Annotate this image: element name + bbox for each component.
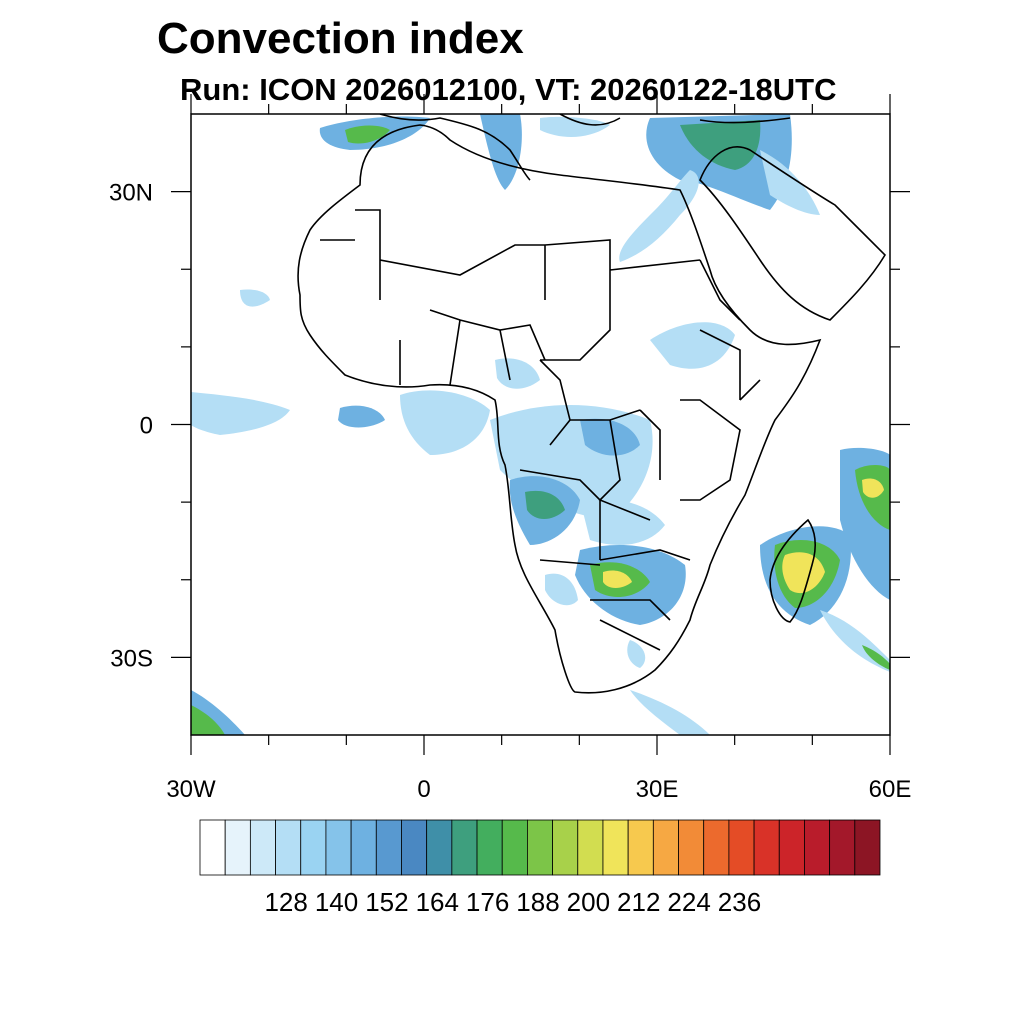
colorbar-swatch xyxy=(778,819,805,876)
field-italy xyxy=(480,114,522,190)
coastline xyxy=(297,114,887,694)
colorbar-swatch xyxy=(854,819,881,876)
colorbar-label: 200 xyxy=(567,887,610,917)
colorbar-swatch xyxy=(804,819,831,876)
colorbar-swatch xyxy=(350,819,377,876)
colorbar-label: 224 xyxy=(667,887,710,917)
field-angola-core xyxy=(525,490,565,519)
colorbar-swatch xyxy=(678,819,705,876)
lon-tick-label: 30W xyxy=(166,776,216,803)
colorbar-swatch xyxy=(300,819,327,876)
colorbar-swatch xyxy=(451,819,478,876)
field-botswana-peak xyxy=(603,570,632,588)
colorbar-swatch xyxy=(602,819,629,876)
lat-tick-label: 0 xyxy=(140,413,153,440)
axis-labels: 30W 0 30E 60E 30N 0 30S xyxy=(109,180,911,803)
colorbar-swatch xyxy=(728,819,755,876)
field-congo-core xyxy=(580,418,640,456)
field-west-sahara-band xyxy=(240,289,270,307)
europe-coastline xyxy=(379,114,791,181)
field-south-atlantic-corner-core xyxy=(191,705,225,735)
field-indian-ocean-plume-green xyxy=(862,645,890,670)
colorbar-swatch xyxy=(527,819,553,876)
colorbar-swatch xyxy=(325,819,352,876)
colorbar-swatch xyxy=(501,819,528,876)
colorbar xyxy=(199,819,881,876)
colorbar-swatch xyxy=(249,819,276,876)
field-equatorial-atlantic-west xyxy=(191,392,290,435)
field-south-africa-east xyxy=(627,640,646,668)
colorbar-swatch xyxy=(375,819,402,876)
field-madagascar-yellow xyxy=(782,552,825,594)
lon-tick-label: 0 xyxy=(417,776,430,803)
plot-subtitle: Run: ICON 2026012100, VT: 20260122-18UTC xyxy=(180,72,837,107)
field-southern-ocean-band xyxy=(630,690,710,735)
colorbar-label: 164 xyxy=(416,887,459,917)
convection-field xyxy=(191,114,890,735)
arabia-coastline xyxy=(699,146,887,321)
colorbar-swatch xyxy=(401,819,428,876)
madagascar-coastline xyxy=(769,518,817,623)
field-indian-ocean-east-peak xyxy=(862,478,884,498)
field-equatorial-atlantic-center xyxy=(338,405,385,428)
colorbar-swatch xyxy=(577,819,604,876)
colorbar-label: 188 xyxy=(516,887,559,917)
field-namibia-edge xyxy=(545,573,578,606)
colorbar-labels: 128 140 152 164 176 188 200 212 224 236 xyxy=(264,887,761,917)
field-red-sea-band xyxy=(619,170,699,262)
colorbar-swatch xyxy=(476,819,503,876)
colorbar-swatch xyxy=(426,819,453,876)
field-libya xyxy=(540,116,610,137)
field-zambia xyxy=(580,498,665,545)
colorbar-label: 152 xyxy=(365,887,408,917)
lon-tick-label: 60E xyxy=(869,776,912,803)
colorbar-label: 176 xyxy=(466,887,509,917)
lat-tick-label: 30N xyxy=(109,180,153,207)
colorbar-swatch xyxy=(552,819,579,876)
field-north-mediterranean-core xyxy=(345,125,390,144)
axis-ticks xyxy=(171,94,910,755)
colorbar-label: 212 xyxy=(617,887,660,917)
border-lines xyxy=(320,209,761,651)
field-ethiopia xyxy=(650,322,735,369)
colorbar-swatch xyxy=(275,819,302,876)
colorbar-label: 128 xyxy=(264,887,307,917)
colorbar-swatch xyxy=(753,819,780,876)
colorbar-label: 236 xyxy=(718,887,761,917)
field-gulf-of-guinea xyxy=(400,390,490,455)
field-nigeria-cameroon xyxy=(495,358,540,389)
lat-tick-label: 30S xyxy=(110,645,153,672)
colorbar-swatch xyxy=(829,819,856,876)
colorbar-swatch xyxy=(199,819,226,876)
colorbar-swatch xyxy=(224,819,251,876)
colorbar-swatch xyxy=(703,819,730,876)
plot-title: Convection index xyxy=(157,14,524,63)
colorbar-label: 140 xyxy=(315,887,358,917)
africa-coastline xyxy=(297,124,822,694)
colorbar-swatch xyxy=(652,819,679,876)
colorbar-swatch xyxy=(627,819,654,876)
field-eastern-med-core xyxy=(680,120,761,170)
lon-tick-label: 30E xyxy=(636,776,679,803)
